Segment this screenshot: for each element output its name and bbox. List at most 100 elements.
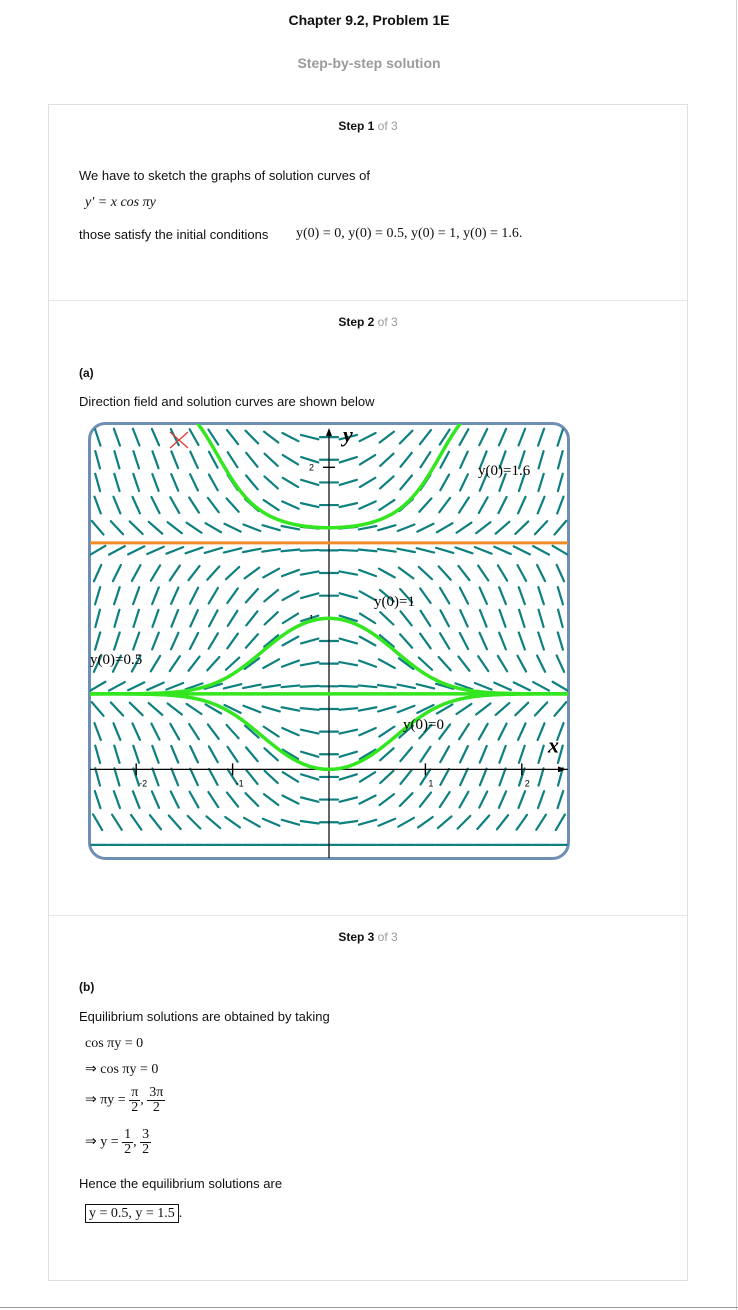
field-segment [149, 564, 162, 582]
field-segment [517, 586, 526, 606]
field-segment [515, 813, 529, 831]
field-segment [358, 500, 377, 510]
axes: -2 -1 1 2 1 2 x y [90, 424, 568, 858]
field-segment [459, 767, 469, 787]
field-segment [189, 609, 199, 628]
field-segment [517, 790, 527, 810]
answer-box: y = 0.5, y = 1.5 [85, 1204, 179, 1223]
solution-curve [90, 424, 568, 530]
field-segment [338, 455, 358, 464]
field-segment [170, 608, 180, 628]
field-segment [457, 564, 471, 582]
field-segment [111, 654, 123, 673]
field-segment [417, 565, 434, 581]
field-segment [170, 767, 180, 787]
field-segment [299, 637, 320, 645]
field-segment [169, 427, 180, 447]
step-count: of 3 [377, 119, 398, 133]
field-segment [300, 614, 320, 623]
step3-conclusion: Hence the equilibrium solutions are [79, 1176, 283, 1191]
chart-labels: y(0)=1.6 y(0)=1 y(0)=0.5 y(0)=0 [90, 463, 531, 733]
field-segment [494, 701, 511, 716]
step3-intro: Equilibrium solutions are obtained by ta… [79, 1009, 330, 1024]
field-segment [94, 449, 102, 470]
field-segment [459, 450, 469, 470]
field-segment [281, 500, 300, 510]
field-segment [556, 722, 565, 742]
field-segment [556, 495, 565, 515]
field-segment [473, 545, 493, 555]
field-segment [90, 701, 105, 717]
field-segment [457, 722, 470, 741]
step-divider [49, 300, 687, 301]
field-segment [435, 522, 454, 534]
field-segment [226, 587, 239, 605]
field-segment [92, 563, 103, 583]
field-segment [516, 564, 528, 583]
field-segment [299, 570, 320, 576]
field-segment [551, 680, 568, 692]
field-segment [129, 813, 143, 831]
field-segment [496, 564, 509, 582]
field-segment [263, 452, 279, 467]
field-segment [358, 659, 378, 668]
field-segment [516, 654, 528, 673]
step-count: of 3 [377, 315, 398, 329]
field-segment [226, 745, 239, 763]
field-segment [151, 744, 160, 764]
field-segment [517, 608, 526, 629]
field-segment [150, 790, 161, 809]
field-segment [262, 498, 280, 512]
field-segment [262, 567, 281, 579]
field-segment [419, 587, 432, 605]
field-segment [261, 547, 282, 553]
field-segment [263, 747, 279, 762]
field-segment [299, 728, 320, 735]
field-segment [300, 773, 320, 781]
field-segment [244, 633, 259, 649]
field-segment [358, 476, 377, 489]
field-segment [132, 586, 141, 606]
line4-lhs: ⇒ y = [85, 1134, 119, 1150]
field-segment [419, 745, 432, 763]
field-segment [128, 520, 144, 536]
field-segment [378, 498, 396, 512]
field-segment [454, 682, 474, 691]
x-tick-label: 2 [525, 778, 530, 788]
field-segment [148, 814, 163, 831]
field-segment [434, 682, 455, 690]
field-segment [281, 748, 300, 760]
field-segment [261, 705, 281, 713]
field-segment [187, 655, 201, 672]
step-label: Step 3 [338, 930, 375, 944]
field-segment [167, 814, 182, 831]
field-segment [537, 631, 545, 651]
field-segment [170, 473, 180, 492]
field-segment [222, 547, 243, 554]
field-segment [517, 450, 526, 470]
field-segment [243, 657, 261, 671]
field-segment [376, 683, 397, 689]
field-segment [397, 816, 416, 828]
field-segment [399, 587, 414, 604]
field-segment [473, 681, 493, 691]
fraction: 3π 2 [147, 1085, 166, 1115]
field-segment [109, 520, 125, 536]
field-segment [358, 453, 377, 466]
field-segment [512, 681, 531, 692]
field-segment [418, 428, 433, 446]
field-segment [439, 609, 451, 628]
y-axis-arrow [326, 428, 332, 436]
field-segment [243, 566, 261, 580]
field-segment [536, 722, 546, 742]
field-segment [438, 723, 452, 740]
field-segment [189, 745, 200, 764]
field-segment [532, 545, 551, 556]
field-segment [478, 790, 489, 809]
field-segment [517, 472, 526, 493]
field-segment [226, 632, 239, 650]
field-segment [533, 520, 549, 536]
field-segment [358, 612, 377, 625]
field-segment [94, 744, 102, 765]
